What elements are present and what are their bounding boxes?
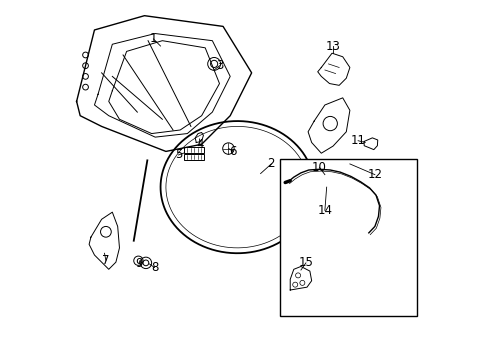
Text: 9: 9 [135, 257, 142, 270]
Text: 4: 4 [196, 138, 203, 151]
Text: 1: 1 [149, 32, 157, 45]
Text: 3: 3 [215, 59, 223, 72]
Text: 15: 15 [298, 256, 313, 269]
Text: 6: 6 [229, 145, 236, 158]
Bar [183, 147, 204, 153]
Text: 13: 13 [325, 40, 340, 53]
Text: 11: 11 [350, 134, 365, 147]
Text: 14: 14 [317, 204, 332, 217]
Bar [279, 159, 416, 316]
Text: 5: 5 [174, 148, 182, 162]
Text: 12: 12 [366, 168, 382, 181]
Text: 7: 7 [102, 254, 109, 267]
Bar [183, 154, 204, 160]
Text: 10: 10 [311, 161, 326, 174]
Text: 8: 8 [150, 261, 158, 274]
Text: 2: 2 [267, 157, 274, 170]
